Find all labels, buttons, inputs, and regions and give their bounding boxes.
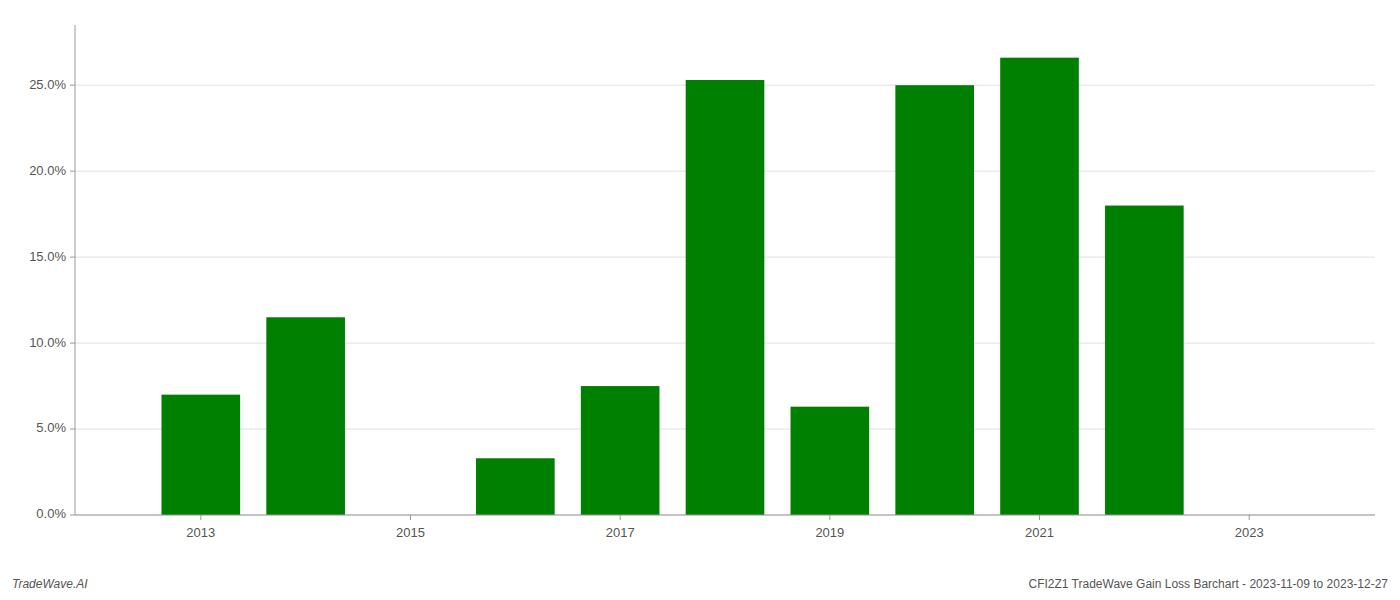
y-tick: [70, 429, 75, 430]
y-tick: [70, 85, 75, 86]
y-axis-line: [75, 25, 76, 515]
y-tick: [70, 257, 75, 258]
x-axis: 2013 2015 2017 2019 2021 2023: [186, 515, 1263, 540]
y-tick-label: 0.0%: [36, 506, 66, 521]
x-tick: [1249, 515, 1250, 520]
x-tick-label: 2019: [815, 525, 844, 540]
bar: [266, 317, 345, 515]
bars: [161, 58, 1183, 515]
y-axis: 0.0% 5.0% 10.0% 15.0% 20.0% 25.0%: [29, 77, 75, 522]
bar: [686, 80, 765, 515]
y-tick-label: 5.0%: [36, 420, 66, 435]
x-tick-label: 2021: [1025, 525, 1054, 540]
x-tick-label: 2023: [1235, 525, 1264, 540]
y-tick: [70, 171, 75, 172]
y-tick-label: 20.0%: [29, 163, 66, 178]
y-tick: [70, 515, 75, 516]
x-tick: [829, 515, 830, 520]
bar: [895, 85, 974, 515]
bar: [161, 395, 240, 515]
x-tick: [200, 515, 201, 520]
bar: [476, 458, 555, 515]
x-tick-label: 2015: [396, 525, 425, 540]
x-tick: [1039, 515, 1040, 520]
x-axis-line: [75, 515, 1375, 516]
chart-container: 0.0% 5.0% 10.0% 15.0% 20.0% 25.0% 2013 2015 2017…: [0, 0, 1400, 600]
footer-text: TradeWave.AI: [12, 577, 88, 591]
x-tick: [410, 515, 411, 520]
y-tick-label: 15.0%: [29, 249, 66, 264]
bar: [1000, 58, 1079, 515]
chart-svg: 0.0% 5.0% 10.0% 15.0% 20.0% 25.0% 2013 2015 2017…: [0, 0, 1400, 600]
footer-text: CFI2Z1 TradeWave Gain Loss Barchart - 20…: [1028, 577, 1388, 591]
x-tick-label: 2017: [606, 525, 635, 540]
grid-line: [75, 515, 1375, 516]
x-tick: [620, 515, 621, 520]
y-tick-label: 25.0%: [29, 77, 66, 92]
bar: [791, 407, 870, 515]
bar: [581, 386, 660, 515]
bar: [1105, 206, 1184, 515]
y-tick: [70, 343, 75, 344]
y-tick-label: 10.0%: [29, 335, 66, 350]
x-tick-label: 2013: [186, 525, 215, 540]
